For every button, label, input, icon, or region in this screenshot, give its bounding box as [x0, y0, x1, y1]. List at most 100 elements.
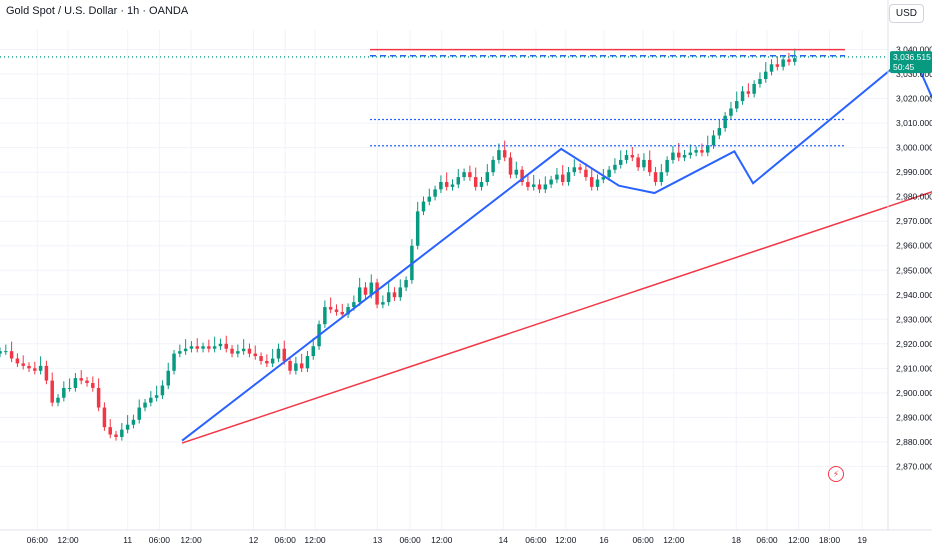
candle-body [172, 353, 176, 371]
candle-body [549, 179, 553, 185]
y-tick-label: 3,010.000 [896, 118, 932, 128]
candle-body [392, 292, 397, 298]
y-tick-label: 2,950.000 [896, 265, 932, 275]
y-tick-label: 2,960.000 [896, 241, 932, 251]
candle-body [421, 201, 426, 212]
candle-body [584, 169, 588, 178]
candle-body [636, 157, 640, 168]
candle-body [195, 346, 199, 349]
candle-body [595, 179, 600, 187]
candle-body [531, 184, 536, 187]
candle-body [473, 177, 478, 187]
gridlines [0, 30, 888, 530]
candle-body [514, 169, 519, 175]
x-tick-label: 06:00 [149, 535, 171, 545]
candle-body [247, 348, 252, 354]
y-tick-label: 2,940.000 [896, 290, 932, 300]
candle-body [201, 346, 205, 349]
y-tick-label: 3,020.000 [896, 94, 932, 104]
candle-body [485, 172, 490, 182]
candle-body [56, 397, 60, 403]
flash-icon[interactable]: ⚡ [828, 466, 844, 482]
candle-body [491, 159, 495, 173]
candle-body [444, 182, 449, 187]
candle-body [769, 64, 774, 72]
candle-body [781, 59, 785, 67]
candle-body [787, 59, 791, 62]
candle-body [9, 351, 14, 359]
candle-body [288, 360, 292, 371]
candle-body [352, 302, 356, 308]
candle-body [131, 419, 136, 425]
candle-body [114, 434, 118, 437]
candle-body [386, 292, 391, 303]
x-tick-label: 06:00 [399, 535, 421, 545]
candle-body [108, 427, 112, 435]
candle-body [381, 302, 385, 305]
x-tick-label: 12:00 [180, 535, 202, 545]
candle-body [137, 407, 141, 420]
candle-body [276, 348, 281, 359]
candle-body [346, 307, 350, 315]
candle-body [647, 159, 652, 173]
y-tick-label: 2,990.000 [896, 167, 932, 177]
x-tick-label: 18 [732, 535, 742, 545]
candle-body [671, 152, 675, 160]
candle-body [433, 189, 437, 197]
candle-body [21, 363, 25, 366]
candle-body [33, 368, 37, 371]
candle-body [0, 351, 2, 354]
candle-body [555, 174, 559, 180]
candle-body [311, 346, 316, 357]
candle-body [4, 351, 8, 353]
zigzag-blue [181, 50, 932, 442]
x-tick-label: 06:00 [275, 535, 297, 545]
candle-body [50, 380, 54, 403]
y-tick-label: 3,000.000 [896, 143, 932, 153]
candle-body [688, 152, 693, 156]
candle-body [706, 145, 710, 153]
candle-body [682, 155, 687, 158]
candle-body [589, 177, 594, 187]
candle-body [711, 135, 716, 146]
currency-selector[interactable]: USD [888, 4, 924, 23]
candle-body [183, 348, 188, 352]
candle-body [653, 172, 658, 182]
candle-body [102, 407, 107, 428]
x-tick-label: 06:00 [632, 535, 654, 545]
candle-body [160, 385, 165, 396]
candle-body [694, 150, 698, 153]
candle-body [572, 167, 577, 173]
candle-body [758, 79, 762, 84]
candle-body [543, 184, 548, 190]
candle-body [15, 358, 20, 364]
price-badge-bg [890, 51, 932, 74]
y-tick-label: 2,980.000 [896, 192, 932, 202]
candle-body [415, 211, 420, 246]
candle-body [270, 358, 275, 364]
candle-body [746, 91, 751, 94]
x-tick-label: 18:00 [819, 535, 841, 545]
candle-body [578, 167, 582, 170]
candle-body [764, 71, 768, 80]
candle-body [120, 429, 124, 437]
candle-body [497, 150, 501, 160]
candle-body [62, 387, 66, 398]
candle-body [218, 343, 223, 347]
candle-body [73, 378, 78, 388]
x-tick-label: 06:00 [27, 535, 49, 545]
candle-body [775, 64, 780, 67]
candle-body [601, 177, 606, 180]
candle-body [207, 346, 211, 349]
x-tick-label: 19 [857, 535, 867, 545]
candle-body [125, 424, 130, 430]
candle-body [508, 157, 513, 175]
candle-body [740, 91, 745, 102]
x-tick-label: 12:00 [555, 535, 577, 545]
candle-body [143, 402, 147, 408]
y-tick-label: 2,900.000 [896, 388, 932, 398]
